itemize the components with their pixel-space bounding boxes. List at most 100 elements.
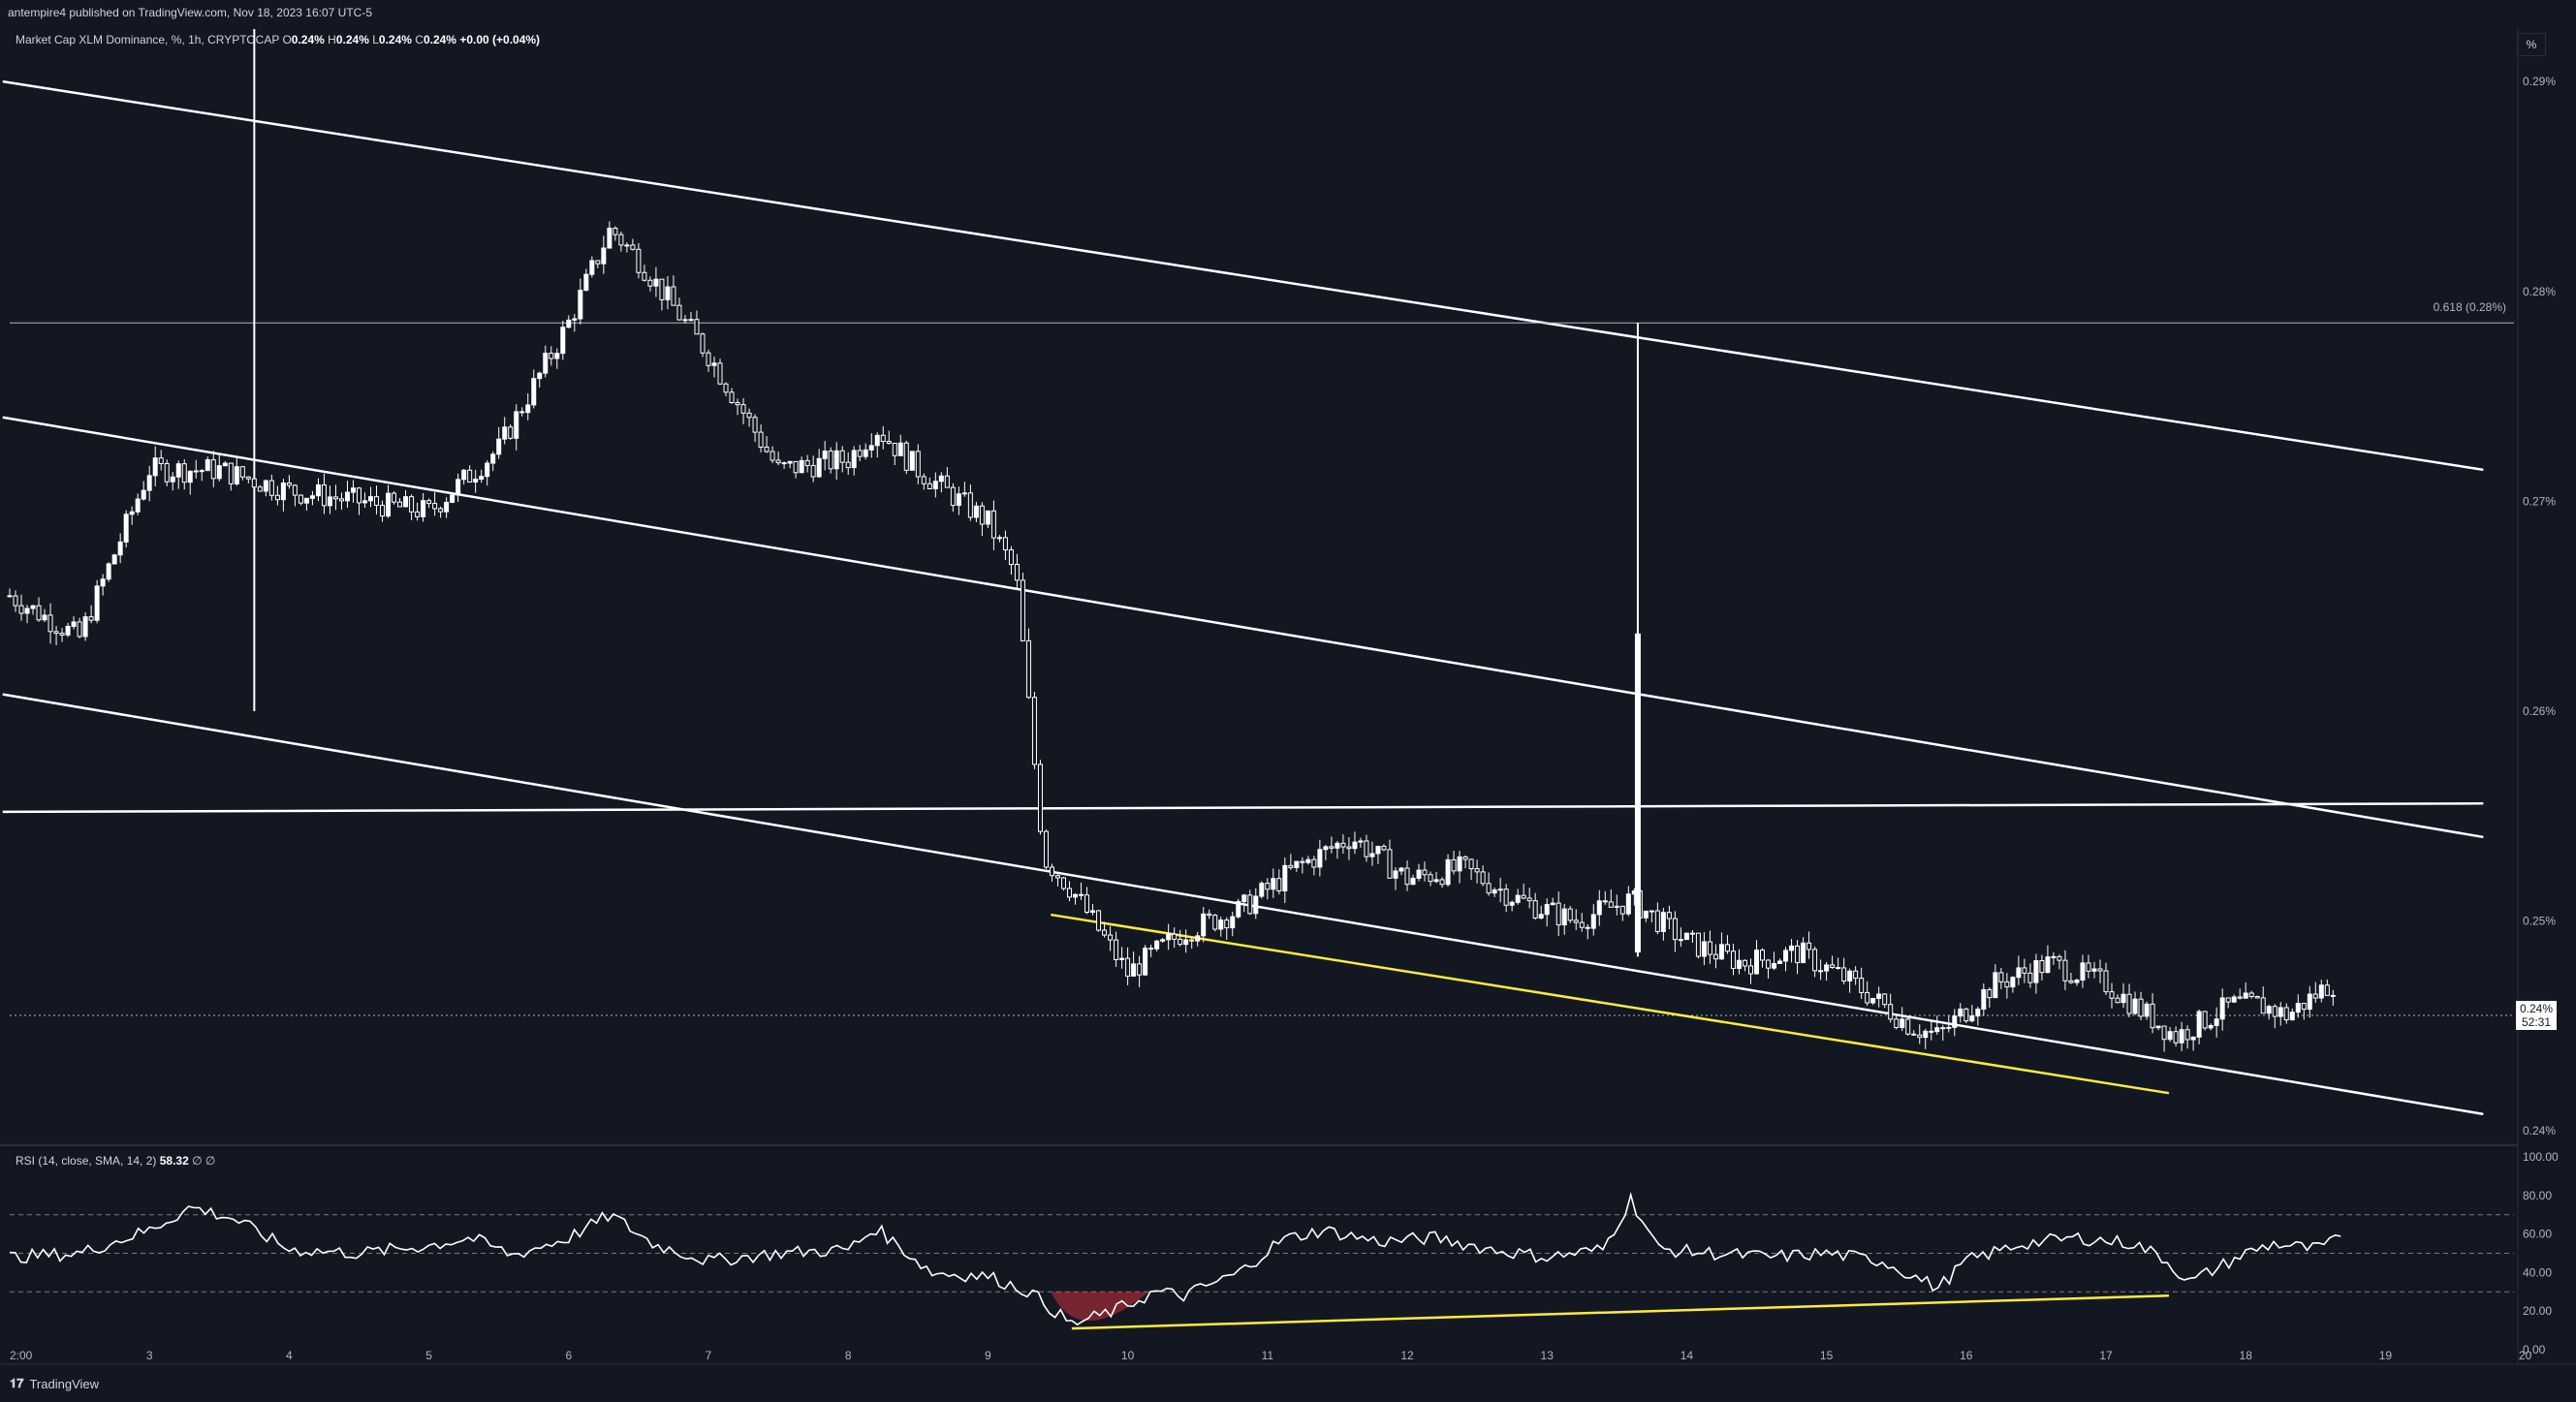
price-axis[interactable]: 0.29% 0.28% 0.27% 0.26% 0.25% 0.24% — [2523, 75, 2556, 1137]
candle-body — [909, 451, 915, 471]
candle-body — [816, 457, 822, 478]
rsi-axis[interactable]: 100.00 80.00 60.00 40.00 20.00 0.00 — [2523, 1150, 2559, 1356]
candle-body — [1812, 949, 1818, 972]
candle-body — [321, 483, 327, 507]
candle-body — [292, 484, 298, 496]
candle-body — [2126, 993, 2132, 1014]
price-tick-label: 0.28% — [2523, 285, 2556, 298]
candle-body — [1428, 874, 1433, 883]
candle-body — [485, 462, 490, 478]
candle-body — [1090, 910, 1096, 914]
candle-body — [1987, 988, 1993, 999]
candle-body — [263, 480, 268, 492]
candle-body — [1037, 763, 1043, 832]
open-value: 0.24% — [291, 33, 325, 47]
candle-body — [1783, 950, 1789, 962]
candle-body — [1451, 858, 1457, 872]
candle-body — [1439, 879, 1445, 886]
candle-body — [1806, 942, 1812, 950]
candle-body — [1253, 895, 1259, 915]
candle-body — [944, 475, 950, 488]
candle-body — [1625, 893, 1631, 915]
time-tick-label: 9 — [985, 1349, 991, 1362]
close-value: 0.24% — [423, 33, 456, 47]
candle-body — [938, 475, 944, 483]
candle-body — [94, 585, 100, 621]
current-price-value: 0.24% — [2520, 1002, 2554, 1015]
candle-body — [1643, 910, 1649, 919]
time-axis[interactable]: 2:00 3 4 5 6 7 8 9 10 11 12 13 14 15 16 17 18 19 20 — [10, 1349, 2532, 1362]
candle-body — [1276, 878, 1282, 891]
candle-body — [1509, 901, 1515, 906]
candle-body — [444, 501, 450, 513]
candle-body — [601, 247, 607, 265]
candle-body — [1125, 957, 1131, 977]
drawings-layer — [2, 29, 2514, 1116]
candle-body — [1654, 910, 1660, 932]
high-value: 0.24% — [335, 33, 369, 47]
candle-body — [1178, 938, 1183, 946]
candle-body — [2301, 1003, 2307, 1011]
time-tick-label: 12 — [1400, 1349, 1414, 1362]
rsi-tick-label: 40.00 — [2523, 1265, 2552, 1279]
candle-body — [880, 434, 886, 443]
candle-body — [1894, 1018, 1900, 1029]
candle-body — [426, 500, 432, 505]
candle-body — [1929, 1030, 1934, 1033]
candle-body — [607, 228, 613, 249]
candle-body — [415, 511, 421, 517]
candle-body — [239, 466, 245, 478]
candle-body — [204, 459, 210, 472]
candle-body — [706, 352, 711, 366]
candle-body — [2068, 980, 2074, 983]
candle-body — [2248, 992, 2254, 998]
candle-body — [1754, 950, 1759, 975]
candle-body — [2097, 968, 2103, 972]
time-tick-label: 4 — [286, 1349, 293, 1362]
candle-body — [1847, 970, 1853, 981]
candle-body — [490, 453, 496, 464]
time-tick-label: 5 — [425, 1349, 432, 1362]
candle-body — [2254, 996, 2260, 999]
candle-body — [1608, 901, 1614, 908]
candle-body — [723, 383, 729, 393]
candle-body — [851, 450, 857, 469]
candle-body — [642, 271, 647, 281]
candle-body — [467, 469, 473, 483]
candle-body — [1195, 935, 1201, 942]
candle-body — [1236, 900, 1241, 918]
candle-body — [1579, 921, 1585, 928]
candle-body — [36, 605, 42, 621]
candle-body — [2010, 977, 2016, 988]
candle-body — [309, 495, 315, 499]
candle-body — [1801, 942, 1806, 964]
candle-body — [1433, 879, 1439, 883]
candle-body — [1271, 878, 1276, 890]
symbol-name[interactable]: Market Cap XLM Dominance, %, 1h, CRYPTOC… — [16, 33, 280, 47]
candle-body — [1486, 883, 1492, 894]
tradingview-footer[interactable]: 𝟏𝟕 TradingView — [10, 1376, 99, 1391]
candle-body — [2115, 997, 2120, 1004]
candle-body — [892, 442, 897, 456]
candle-body — [461, 469, 467, 481]
candle-body — [1789, 945, 1795, 951]
candle-body — [1602, 900, 1608, 903]
candle-body — [932, 481, 938, 489]
candle-body — [711, 362, 717, 366]
candle-body — [676, 304, 682, 321]
candle-body — [438, 508, 444, 513]
rsi-legend[interactable]: RSI (14, close, SMA, 14, 2) 58.32 ∅ ∅ — [16, 1154, 215, 1168]
candle-body — [2161, 1025, 2167, 1041]
candle-body — [332, 496, 338, 500]
percent-scale-button[interactable]: % — [2517, 33, 2546, 56]
candle-body — [1189, 939, 1195, 942]
time-tick-label: 16 — [1960, 1349, 1973, 1362]
candle-body — [141, 489, 146, 500]
candle-body — [228, 462, 234, 484]
candle-body — [129, 511, 135, 515]
candle-body — [1876, 993, 1882, 999]
candle-body — [1830, 964, 1836, 969]
candle-body — [2109, 991, 2115, 999]
candle-body — [758, 431, 764, 448]
